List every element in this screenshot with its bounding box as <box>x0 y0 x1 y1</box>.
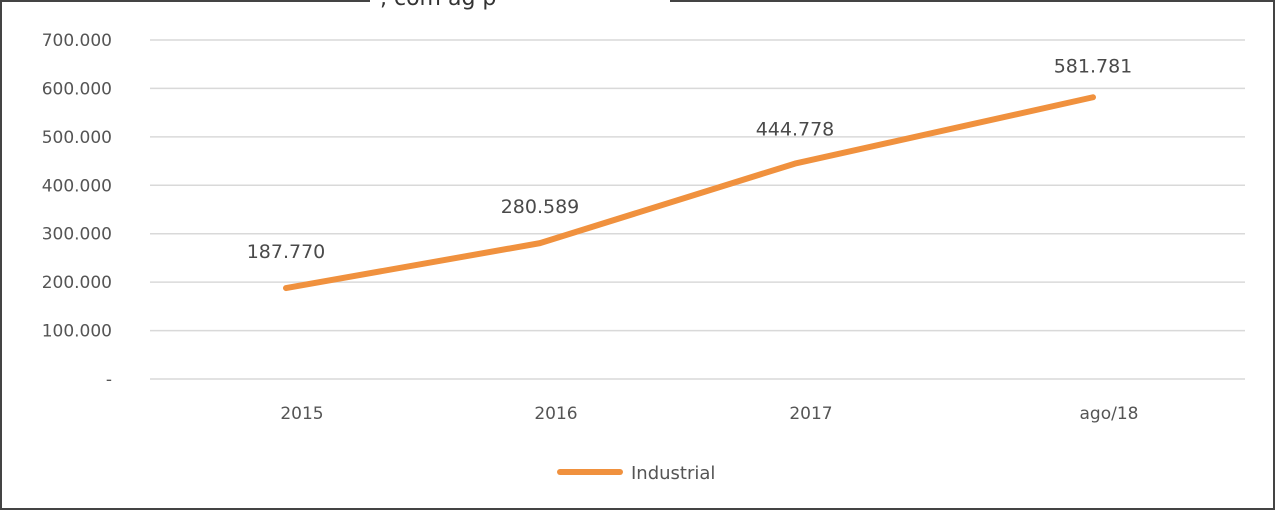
data-label: 187.770 <box>247 241 326 263</box>
x-tick-label: 2016 <box>534 404 577 424</box>
data-label: 581.781 <box>1054 55 1133 77</box>
x-tick-label: 2017 <box>789 404 832 424</box>
x-axis-tick-labels: 2015 2016 2017 ago/18 <box>280 404 1138 424</box>
y-tick-label: 200.000 <box>42 273 112 293</box>
data-label: 280.589 <box>501 196 580 218</box>
y-tick-label: 500.000 <box>42 128 112 148</box>
legend: Industrial <box>557 463 715 484</box>
y-axis-tick-labels: 700.000 600.000 500.000 400.000 300.000 200.0… <box>42 31 112 390</box>
y-tick-label: 700.000 <box>42 31 112 51</box>
gridlines <box>150 39 1245 380</box>
series-layer <box>283 94 1096 292</box>
legend-label-industrial: Industrial <box>631 463 715 484</box>
x-tick-label: ago/18 <box>1080 404 1139 424</box>
caption-mask <box>370 0 670 7</box>
y-tick-label: 300.000 <box>42 225 112 245</box>
caption-fragment: , com ag p <box>380 0 496 11</box>
y-tick-label: - <box>106 370 112 390</box>
y-tick-label: 100.000 <box>42 322 112 342</box>
y-tick-label: 400.000 <box>42 176 112 196</box>
x-tick-label: 2015 <box>280 404 323 424</box>
data-label: 444.778 <box>756 119 835 141</box>
data-labels: 187.770 280.589 444.778 581.781 <box>247 55 1133 263</box>
series-line-industrial <box>283 94 1096 292</box>
y-tick-label: 600.000 <box>42 79 112 99</box>
